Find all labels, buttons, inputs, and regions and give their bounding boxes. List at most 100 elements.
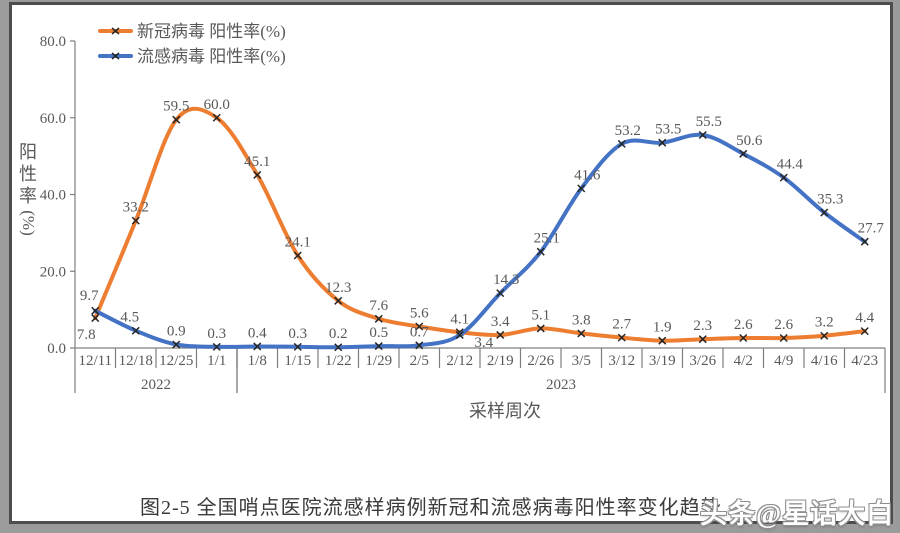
x-tick-label: 2/19 (487, 353, 514, 369)
y-axis-title: 阳性率 (%) (19, 142, 38, 236)
data-label: 35.3 (817, 192, 843, 208)
data-label: 3.4 (491, 314, 510, 330)
x-marker (172, 340, 181, 349)
x-marker (293, 342, 302, 351)
x-marker (455, 330, 464, 339)
data-label: 3.4 (474, 335, 493, 351)
x-marker (820, 331, 829, 340)
x-marker (253, 170, 262, 179)
x-marker (577, 184, 586, 193)
x-marker (779, 333, 788, 343)
y-tick-label: 0.0 (47, 341, 66, 357)
legend-item: 流感病毒 阳性率(%) (98, 47, 286, 66)
x-marker (698, 335, 707, 344)
legend-x-marker (111, 52, 120, 60)
data-label: 3.2 (815, 315, 834, 331)
y-tick-label: 20.0 (40, 264, 66, 280)
data-label: 44.4 (777, 157, 804, 173)
x-marker (536, 324, 545, 333)
data-label: 14.3 (493, 272, 519, 288)
x-marker (698, 130, 707, 140)
data-label: 5.1 (531, 307, 550, 323)
data-label: 1.9 (653, 320, 672, 336)
year-label: 2023 (546, 377, 576, 393)
x-axis-title: 采样周次 (469, 401, 541, 421)
x-marker (496, 289, 505, 298)
data-label: 25.1 (534, 231, 560, 247)
x-tick-label: 4/16 (811, 353, 838, 369)
y-axis-title-unit: (%) (19, 210, 38, 235)
x-marker (860, 237, 869, 246)
legend-item: 新冠病毒 阳性率(%) (98, 22, 286, 41)
data-label: 2.7 (612, 317, 631, 333)
data-label: 24.1 (285, 235, 311, 251)
x-tick-label: 3/5 (572, 353, 591, 369)
data-label: 27.7 (858, 221, 885, 237)
chart-page (9, 2, 893, 524)
x-tick-label: 4/2 (734, 353, 753, 369)
data-label: 12.3 (325, 280, 351, 296)
x-marker (779, 173, 788, 182)
x-marker (212, 342, 221, 351)
x-marker (253, 342, 262, 351)
x-marker (658, 138, 667, 147)
y-tick-label: 40.0 (40, 188, 66, 204)
x-marker (739, 149, 748, 158)
x-marker (536, 247, 545, 256)
data-label: 5.6 (410, 306, 429, 322)
series-flu: 9.7 4.5 0.9 0.3 0.4 0.3 0.2 0.5 0.7 3.4 14.3 25.1 41… (80, 114, 885, 352)
data-label: 3.8 (572, 312, 591, 328)
year-label: 2022 (141, 377, 171, 393)
x-tick-label: 2/12 (446, 353, 473, 369)
x-marker (334, 343, 343, 352)
x-marker (334, 296, 343, 305)
x-marker (131, 326, 140, 335)
x-tick-label: 4/23 (851, 353, 878, 369)
watermark: 头条@星话大白 (700, 499, 895, 529)
x-tick-label: 1/8 (248, 353, 267, 369)
x-tick-label: 1/1 (207, 353, 226, 369)
data-label: 50.6 (736, 133, 763, 149)
legend-x-marker (111, 27, 120, 35)
x-tick-label: 12/25 (159, 353, 193, 369)
y-tick-label: 60.0 (40, 111, 66, 127)
x-marker (172, 115, 181, 124)
data-label: 41.6 (574, 167, 601, 183)
x-tick-label: 2/26 (527, 353, 554, 369)
x-tick-label: 4/9 (774, 353, 793, 369)
legend: 新冠病毒 阳性率(%) 流感病毒 阳性率(%) (98, 22, 286, 66)
data-label: 2.3 (693, 318, 712, 334)
y-axis-title-char: 率 (19, 186, 37, 206)
legend-label: 流感病毒 阳性率(%) (137, 47, 286, 66)
data-label: 33.2 (123, 200, 149, 216)
data-label: 45.1 (244, 154, 270, 170)
data-label: 4.4 (855, 310, 874, 326)
x-marker (496, 330, 505, 339)
data-label: 7.6 (369, 298, 388, 314)
series-line (93, 132, 867, 350)
data-label: 9.7 (80, 288, 99, 304)
data-label: 59.5 (163, 99, 189, 115)
x-marker (415, 341, 424, 350)
legend-label: 新冠病毒 阳性率(%) (137, 22, 286, 41)
data-label: 0.7 (410, 324, 429, 340)
series-covid: 7.8 33.2 59.5 60.0 45.1 24.1 12.3 7.6 5.6 4.1 3.4 5… (77, 97, 875, 345)
x-marker (860, 327, 869, 336)
x-marker (820, 208, 829, 217)
x-marker (374, 342, 383, 351)
data-label: 4.1 (450, 311, 469, 327)
data-label: 7.8 (77, 327, 96, 343)
data-label: 0.5 (369, 325, 388, 341)
x-marker (577, 329, 586, 338)
data-label: 4.5 (120, 310, 139, 326)
x-marker (91, 306, 100, 315)
data-label: 0.9 (167, 324, 186, 340)
x-marker (293, 251, 302, 260)
y-axis-title-char: 阳 (19, 142, 37, 162)
x-marker (212, 113, 221, 122)
x-tick-label: 3/12 (608, 353, 635, 369)
x-marker (617, 333, 626, 342)
x-tick-label: 1/15 (284, 353, 311, 369)
